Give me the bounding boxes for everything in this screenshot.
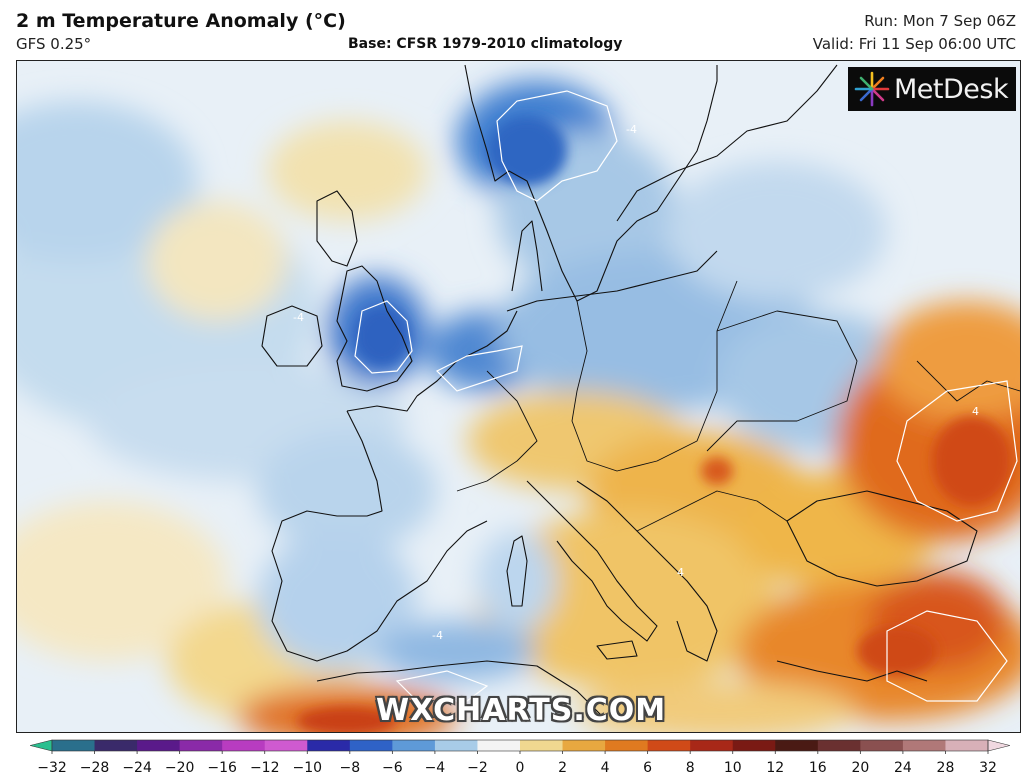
legend-tick-label: 6 bbox=[643, 760, 652, 776]
anomaly-contours bbox=[354, 90, 1018, 702]
legend-tick-label: 8 bbox=[686, 760, 695, 776]
legend-color-band bbox=[945, 740, 989, 751]
contour-label-uk: -4 bbox=[293, 311, 304, 324]
legend-tick-label: 2 bbox=[558, 760, 567, 776]
run-time-label: Run: Mon 7 Sep 06Z bbox=[864, 12, 1016, 30]
coastlines bbox=[261, 64, 1020, 722]
legend-color-band bbox=[222, 740, 266, 751]
legend-arrow-low bbox=[30, 739, 53, 752]
metdesk-logo-icon bbox=[854, 71, 890, 107]
legend-color-band bbox=[137, 740, 181, 751]
legend-tick-label: −8 bbox=[339, 760, 360, 776]
anomaly-hotspots bbox=[297, 116, 1012, 732]
legend-tick-label: 20 bbox=[851, 760, 869, 776]
valid-time-label: Valid: Fri 11 Sep 06:00 UTC bbox=[812, 35, 1016, 53]
contour-label-africa: -4 bbox=[432, 629, 443, 642]
legend-tick-label: 12 bbox=[766, 760, 784, 776]
legend-tick-label: 4 bbox=[601, 760, 610, 776]
map-title: 2 m Temperature Anomaly (°C) bbox=[16, 10, 346, 32]
legend-tick-label: −6 bbox=[382, 760, 403, 776]
legend-tick-label: 24 bbox=[894, 760, 912, 776]
legend-tick-label: −2 bbox=[467, 760, 488, 776]
legend-color-band bbox=[349, 740, 393, 751]
map-canvas: -4 -4 4 4 -4 bbox=[17, 61, 1020, 732]
legend-color-band bbox=[647, 740, 691, 751]
climatology-base-label: Base: CFSR 1979-2010 climatology bbox=[348, 36, 623, 52]
legend-color-band bbox=[860, 740, 904, 751]
legend-color-band bbox=[94, 740, 138, 751]
legend-tick-label: −24 bbox=[122, 760, 152, 776]
legend-color-band bbox=[562, 740, 606, 751]
legend-tick-label: −4 bbox=[425, 760, 446, 776]
legend-tick-label: 32 bbox=[979, 760, 997, 776]
contour-label-balkans: 4 bbox=[677, 566, 684, 579]
legend-arrow-high bbox=[987, 739, 1010, 752]
contour-label-scandinavia: -4 bbox=[626, 123, 637, 136]
legend-color-band bbox=[307, 740, 351, 751]
legend-color-band bbox=[477, 740, 521, 751]
legend-color-band bbox=[775, 740, 819, 751]
legend-tick-label: −28 bbox=[80, 760, 110, 776]
legend-tick-label: −20 bbox=[165, 760, 195, 776]
legend-tick-label: 28 bbox=[937, 760, 955, 776]
legend-color-band bbox=[690, 740, 734, 751]
legend-color-band bbox=[52, 740, 96, 751]
legend-color-band bbox=[817, 740, 861, 751]
legend-color-band bbox=[732, 740, 776, 751]
legend-color-band bbox=[605, 740, 649, 751]
legend-tick-label: 0 bbox=[516, 760, 525, 776]
legend-tick-label: −10 bbox=[292, 760, 322, 776]
model-label: GFS 0.25° bbox=[16, 35, 92, 53]
metdesk-logo: MetDesk bbox=[848, 67, 1016, 111]
color-legend: −32 −28 −24 −20 −16 −12 −10 −8 −6 −4 −2 0 2 4 6 8 10 12 16… bbox=[30, 739, 1010, 776]
legend-tick-label: 16 bbox=[809, 760, 827, 776]
legend-color-band bbox=[434, 740, 478, 751]
legend-tick-label: −32 bbox=[37, 760, 67, 776]
legend-color-band bbox=[179, 740, 223, 751]
legend-tick-label: −16 bbox=[207, 760, 237, 776]
legend-color-band bbox=[264, 740, 308, 751]
legend-color-band bbox=[902, 740, 946, 751]
anomaly-map: -4 -4 4 4 -4 bbox=[16, 60, 1021, 733]
wxcharts-watermark: WXCHARTS.COM bbox=[376, 693, 667, 728]
legend-color-band bbox=[392, 740, 436, 751]
metdesk-logo-text: MetDesk bbox=[894, 73, 1009, 105]
legend-tick-label: −12 bbox=[250, 760, 280, 776]
contour-label-russia: 4 bbox=[972, 405, 979, 418]
legend-tick-label: 10 bbox=[724, 760, 742, 776]
legend-color-band bbox=[520, 740, 564, 751]
